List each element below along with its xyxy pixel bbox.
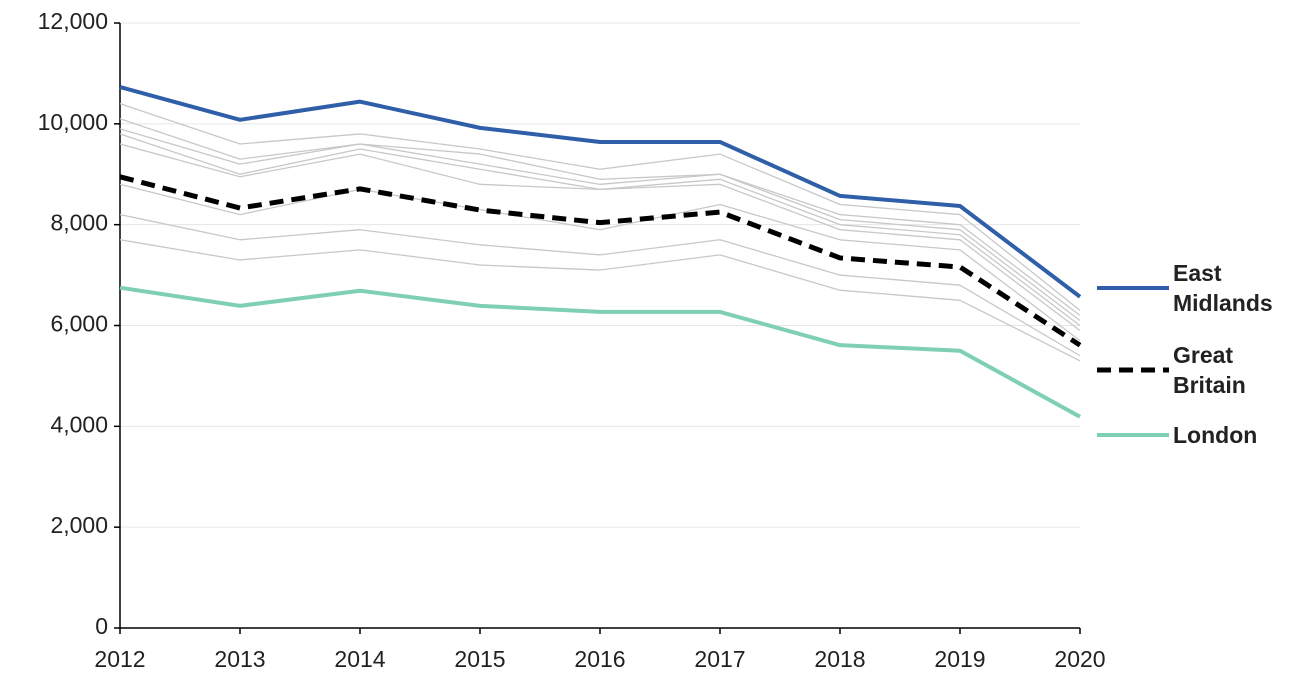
- context-line: [119, 128, 1081, 321]
- x-tick-label: 2012: [94, 646, 145, 672]
- x-tick-label: 2017: [694, 646, 745, 672]
- context-line: [119, 183, 1081, 342]
- series-line: [119, 285, 1081, 419]
- legend-label: Great Britain: [1173, 342, 1246, 398]
- legend-label: London: [1173, 422, 1258, 448]
- context-line: [119, 103, 1081, 311]
- legend-swatch: [1097, 286, 1169, 290]
- series-line: [119, 85, 1082, 299]
- series-line: [119, 174, 1082, 348]
- legend-label: East Midlands: [1173, 260, 1273, 316]
- legend-item: East Midlands: [1095, 258, 1305, 318]
- x-tick-label: 2019: [934, 646, 985, 672]
- context-line: [119, 118, 1081, 316]
- context-line: [119, 239, 1081, 362]
- x-tick-label: 2020: [1054, 646, 1105, 672]
- y-tick-label: 12,000: [38, 8, 108, 34]
- context-line: [119, 213, 1081, 357]
- legend-item: London: [1095, 420, 1305, 450]
- context-line: [119, 143, 1081, 332]
- y-tick-label: 0: [95, 613, 108, 639]
- x-tick-label: 2014: [334, 646, 385, 672]
- legend-swatch: [1097, 433, 1169, 437]
- x-tick-label: 2015: [454, 646, 505, 672]
- legend-swatch: [1097, 367, 1169, 373]
- legend-item: Great Britain: [1095, 340, 1305, 400]
- y-tick-label: 8,000: [50, 210, 108, 236]
- x-tick-label: 2016: [574, 646, 625, 672]
- y-tick-label: 2,000: [50, 512, 108, 538]
- y-tick-label: 6,000: [50, 311, 108, 337]
- y-tick-label: 10,000: [38, 109, 108, 135]
- x-tick-label: 2018: [814, 646, 865, 672]
- x-tick-label: 2013: [214, 646, 265, 672]
- y-tick-label: 4,000: [50, 411, 108, 437]
